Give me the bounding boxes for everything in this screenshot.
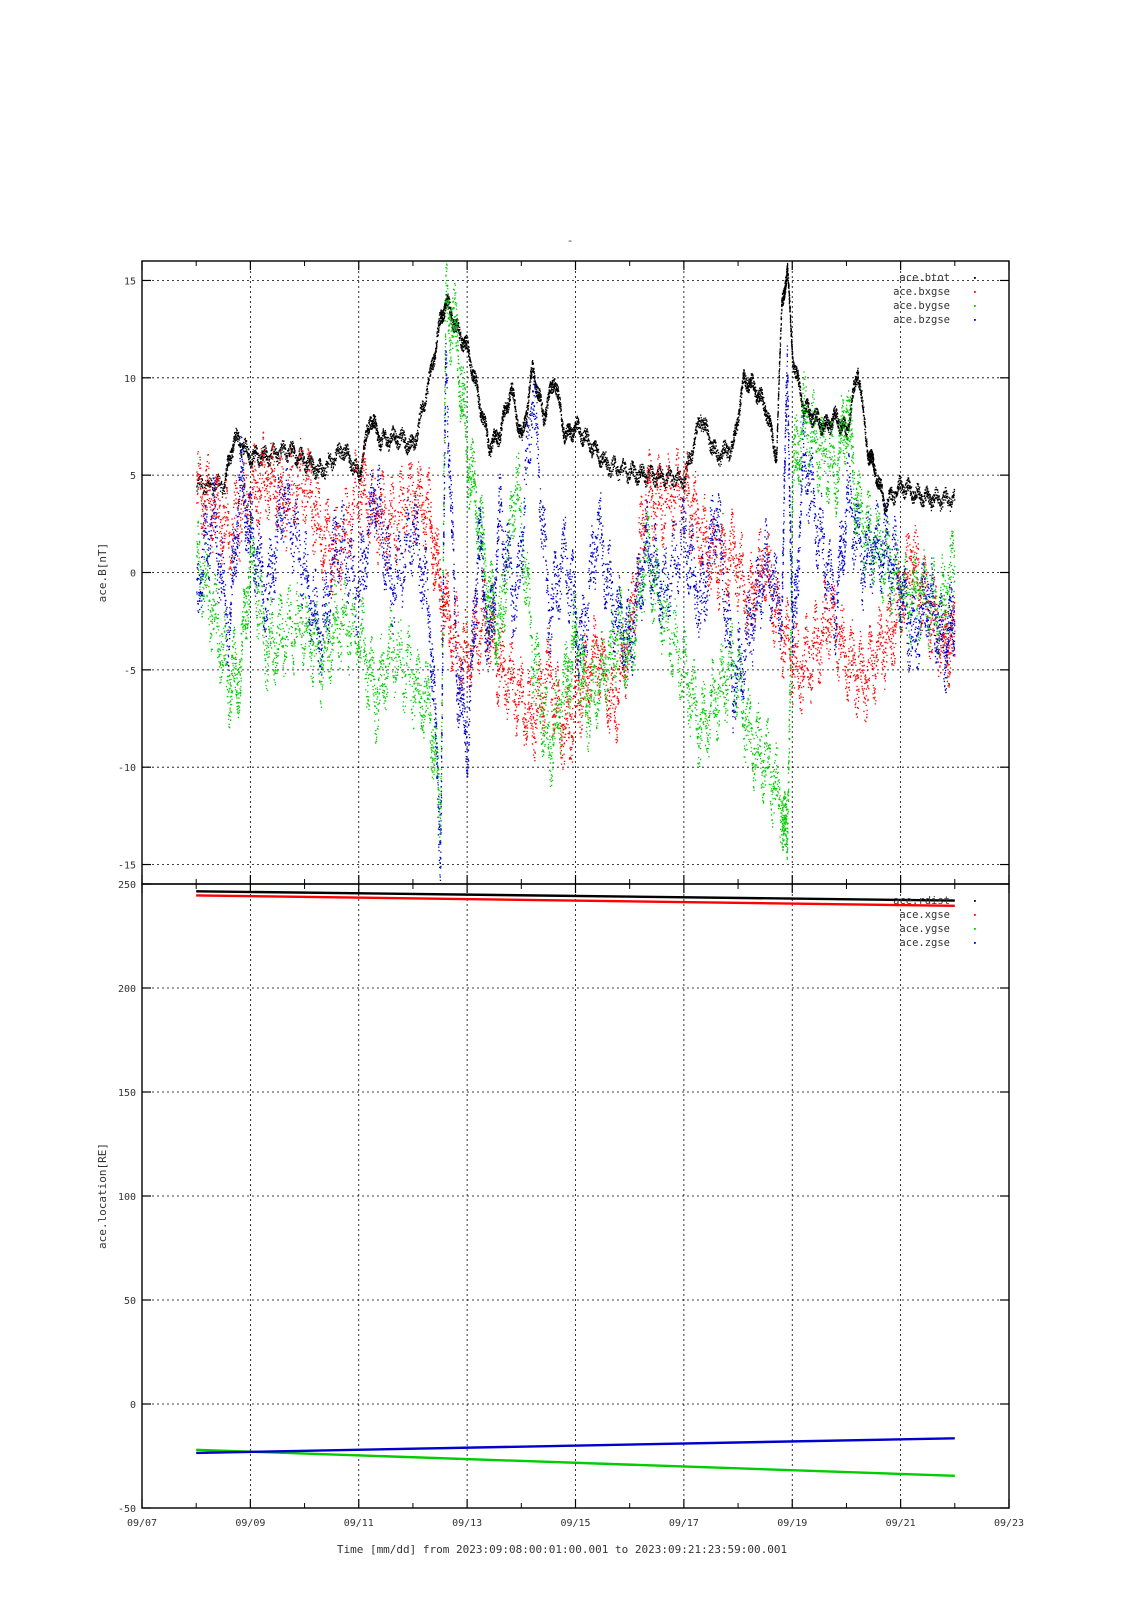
y-tick-label: 0 bbox=[130, 1400, 136, 1411]
legend-marker bbox=[974, 277, 976, 279]
legend-marker bbox=[974, 900, 976, 902]
y-tick-label: 50 bbox=[124, 1296, 136, 1307]
x-axis-label: Time [mm/dd] from 2023:09:08:00:01:00.00… bbox=[337, 1543, 787, 1556]
y-tick-label: 15 bbox=[124, 276, 136, 287]
y-tick-label: 0 bbox=[130, 569, 136, 580]
y-tick-label: 200 bbox=[118, 984, 136, 995]
y-tick-label: 250 bbox=[118, 880, 136, 891]
legend-label: ace.xgse bbox=[899, 909, 950, 921]
legend-marker bbox=[974, 291, 976, 293]
legend-marker bbox=[974, 942, 976, 944]
legend-label: ace.bygse bbox=[893, 300, 950, 312]
location-series bbox=[196, 890, 955, 1477]
magnetic-field-ticks: -15 -10 -5 0 5 10 15 bbox=[118, 261, 1010, 884]
magnetic-field-legend: ace.btot ace.bxgse ace.bygse ace.bzgse bbox=[893, 272, 976, 326]
legend-label: ace.zgse bbox=[899, 937, 950, 949]
legend-label: ace.rdist bbox=[893, 895, 950, 907]
x-tick-label: 09/11 bbox=[344, 1518, 374, 1529]
location-ticks: -50 0 50 100 150 200 250 09/07 09/09 09/11 09/13 09… bbox=[118, 880, 1024, 1529]
legend-label: ace.ygse bbox=[899, 923, 950, 935]
x-tick-label: 09/13 bbox=[452, 1518, 482, 1529]
location-panel: -50 0 50 100 150 200 250 09/07 09/09 09/11 09/13 09… bbox=[96, 880, 1024, 1529]
series-ace-xgse bbox=[196, 894, 955, 907]
legend-label: ace.btot bbox=[899, 272, 950, 284]
x-tick-label: 09/23 bbox=[994, 1518, 1024, 1529]
y-tick-label: -15 bbox=[118, 861, 136, 872]
series-ace-zgse bbox=[196, 1437, 955, 1455]
x-tick-label: 09/19 bbox=[777, 1518, 807, 1529]
series-ace-bzgse bbox=[196, 342, 956, 881]
series-line bbox=[196, 894, 955, 907]
x-tick-label: 09/15 bbox=[560, 1518, 590, 1529]
y-tick-label: 150 bbox=[118, 1088, 136, 1099]
y-tick-label: -5 bbox=[124, 666, 136, 677]
series-ace-rdist bbox=[196, 890, 955, 902]
location-ylabel: ace.location[RE] bbox=[96, 1143, 109, 1249]
y-tick-label: 10 bbox=[124, 374, 136, 385]
magnetic-field-panel: -15 -10 -5 0 5 10 15 ace.B[nT] ace.btot ace.bxg… bbox=[96, 260, 1010, 885]
magnetic-field-series bbox=[196, 262, 956, 881]
series-line bbox=[196, 890, 955, 902]
x-tick-label: 09/17 bbox=[669, 1518, 699, 1529]
legend-marker bbox=[974, 319, 976, 321]
series-line bbox=[196, 1448, 955, 1477]
figure-title: - bbox=[567, 234, 574, 247]
series-line bbox=[196, 1437, 955, 1455]
magnetic-field-grid bbox=[142, 261, 1009, 884]
legend-label: ace.bxgse bbox=[893, 286, 950, 298]
x-tick-label: 09/07 bbox=[127, 1518, 157, 1529]
location-grid bbox=[142, 884, 1009, 1508]
legend-marker bbox=[974, 305, 976, 307]
x-tick-label: 09/21 bbox=[886, 1518, 916, 1529]
y-tick-label: -10 bbox=[118, 763, 136, 774]
location-legend: ace.rdist ace.xgse ace.ygse ace.zgse bbox=[893, 895, 976, 949]
series-points bbox=[196, 342, 956, 881]
x-tick-label: 09/09 bbox=[235, 1518, 265, 1529]
series-ace-ygse bbox=[196, 1448, 955, 1477]
legend-label: ace.bzgse bbox=[893, 314, 950, 326]
magnetic-field-ylabel: ace.B[nT] bbox=[96, 543, 109, 603]
legend-marker bbox=[974, 914, 976, 916]
legend-marker bbox=[974, 928, 976, 930]
location-frame bbox=[141, 883, 1010, 1509]
y-tick-label: -50 bbox=[118, 1504, 136, 1515]
y-tick-label: 5 bbox=[130, 471, 136, 482]
y-tick-label: 100 bbox=[118, 1192, 136, 1203]
